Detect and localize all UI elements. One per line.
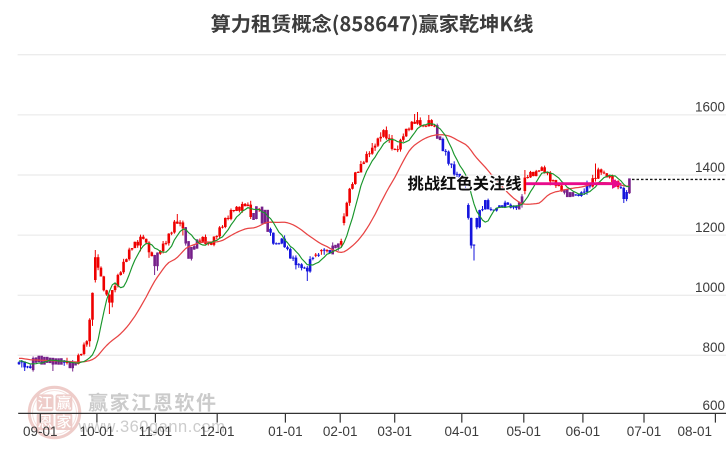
svg-text:03-01: 03-01 xyxy=(377,424,412,439)
svg-text:1000: 1000 xyxy=(695,280,725,295)
svg-text:800: 800 xyxy=(702,340,725,355)
svg-text:08-01: 08-01 xyxy=(677,424,712,439)
svg-text:12-01: 12-01 xyxy=(200,424,235,439)
svg-text:11-01: 11-01 xyxy=(139,424,173,439)
svg-text:06-01: 06-01 xyxy=(566,424,601,439)
svg-text:02-01: 02-01 xyxy=(323,424,358,439)
svg-text:04-01: 04-01 xyxy=(445,424,480,439)
svg-text:600: 600 xyxy=(702,398,725,413)
svg-text:05-01: 05-01 xyxy=(507,424,542,439)
svg-text:10-01: 10-01 xyxy=(80,424,115,439)
svg-text:09-01: 09-01 xyxy=(23,424,58,439)
svg-text:07-01: 07-01 xyxy=(627,424,662,439)
svg-text:www.360gann.com: www.360gann.com xyxy=(78,418,226,436)
svg-text:1200: 1200 xyxy=(695,220,725,235)
svg-text:1600: 1600 xyxy=(695,100,725,115)
svg-text:1400: 1400 xyxy=(695,160,725,175)
svg-text:01-01: 01-01 xyxy=(268,424,303,439)
